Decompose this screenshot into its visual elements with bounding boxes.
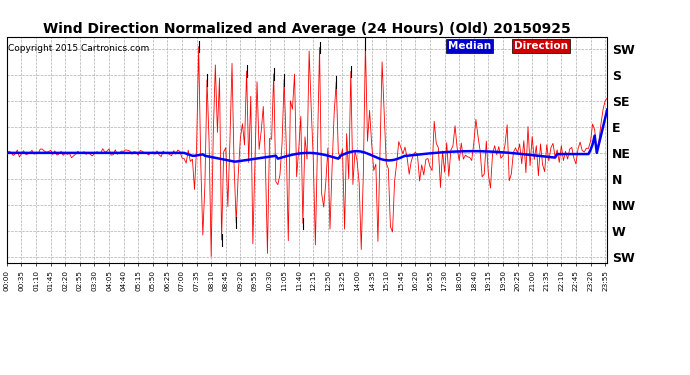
Text: Direction: Direction [514,41,568,51]
Text: Median: Median [448,41,491,51]
Title: Wind Direction Normalized and Average (24 Hours) (Old) 20150925: Wind Direction Normalized and Average (2… [43,22,571,36]
Text: Copyright 2015 Cartronics.com: Copyright 2015 Cartronics.com [8,44,149,53]
